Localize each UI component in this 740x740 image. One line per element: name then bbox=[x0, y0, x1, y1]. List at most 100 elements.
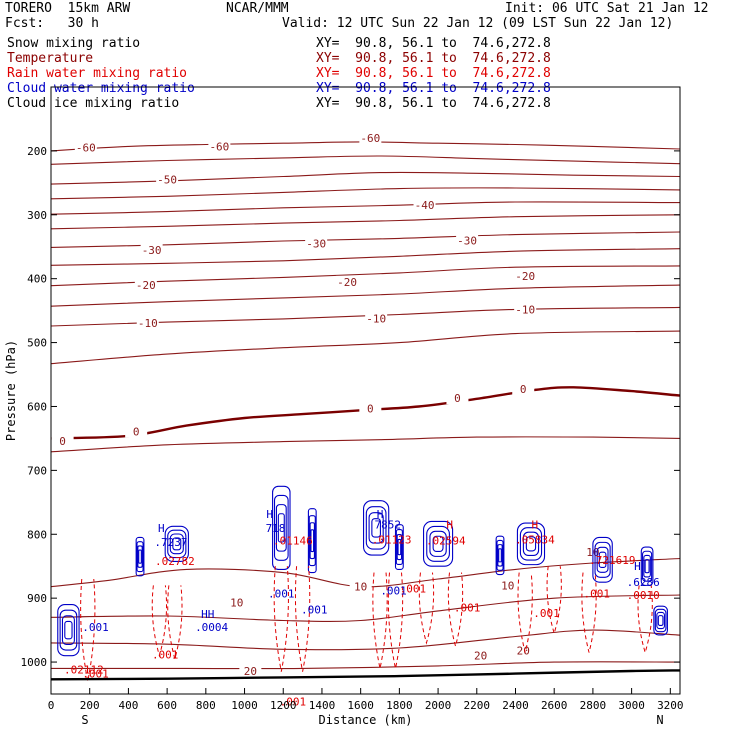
cloud-water-contour bbox=[653, 605, 668, 636]
cloud-water-contour bbox=[363, 500, 390, 556]
field-annotation: .001 bbox=[152, 648, 179, 661]
isotherm-label: -20 bbox=[337, 276, 357, 289]
cloud-water-contour bbox=[277, 513, 285, 543]
cloud-water-contour bbox=[397, 538, 402, 556]
field-label-temperature: Temperature bbox=[7, 51, 94, 66]
isotherm-label-bg bbox=[305, 237, 328, 250]
isotherm-line bbox=[50, 214, 681, 230]
isotherm-line bbox=[50, 155, 681, 165]
rain-contour bbox=[581, 572, 597, 653]
isotherm-label: -50 bbox=[157, 174, 177, 187]
field-label-rain: Rain water mixing ratio bbox=[7, 66, 188, 81]
isotherm-label: -60 bbox=[76, 142, 96, 155]
field-annotation: H bbox=[158, 522, 165, 535]
isotherm-label-bg bbox=[156, 173, 179, 186]
cloud-water-contour bbox=[394, 524, 404, 570]
x-tick-label: 1200 bbox=[270, 699, 297, 712]
x-tick-label: 400 bbox=[118, 699, 138, 712]
ground-line bbox=[50, 669, 681, 681]
isotherm-line bbox=[50, 265, 681, 287]
rain-contour bbox=[294, 566, 311, 672]
cloud-water-contour bbox=[365, 506, 387, 550]
rain-contour bbox=[151, 585, 167, 658]
cloud-water-contour bbox=[522, 531, 540, 557]
field-annotation: 7852 bbox=[375, 519, 402, 532]
isotherm-label: 10 bbox=[501, 579, 514, 592]
field-annotation: .01146 bbox=[273, 535, 313, 548]
isotherm-label: -30 bbox=[142, 244, 162, 257]
cloud-water-contour bbox=[498, 548, 502, 563]
x-tick-label: 1400 bbox=[309, 699, 336, 712]
y-tick-label: 500 bbox=[27, 337, 47, 350]
field-annotation: .001 bbox=[82, 668, 109, 681]
cloud-water-contour bbox=[642, 550, 653, 582]
cloud-water-contour bbox=[164, 525, 189, 562]
rain-contour bbox=[447, 572, 464, 648]
x-end-label-left: S bbox=[81, 713, 88, 727]
field-annotation: .0004 bbox=[195, 621, 228, 634]
field-xy-cloud-ice: XY= 90.8, 56.1 to 74.6,272.8 bbox=[316, 96, 551, 111]
field-annotation: .02112 bbox=[64, 664, 104, 677]
cloud-water-contour bbox=[657, 615, 664, 626]
cloud-water-contour bbox=[167, 529, 187, 559]
field-annotation: .02782 bbox=[155, 555, 195, 568]
x-tick-label: 800 bbox=[196, 699, 216, 712]
isotherm-label: 10 bbox=[230, 597, 243, 610]
y-tick-label: 300 bbox=[27, 209, 47, 222]
isotherm-label: -60 bbox=[209, 140, 229, 153]
field-annotation: H bbox=[377, 508, 384, 521]
cloud-water-contour bbox=[136, 541, 144, 573]
field-label-snow: Snow mixing ratio bbox=[7, 36, 141, 51]
cloud-water-contour bbox=[368, 512, 384, 544]
cloud-water-contour bbox=[309, 522, 315, 560]
cloud-water-contour bbox=[644, 559, 650, 574]
cloud-water-contour bbox=[496, 539, 504, 571]
x-tick-label: 1000 bbox=[231, 699, 258, 712]
rain-contour bbox=[546, 566, 562, 636]
isotherm-label-bg bbox=[469, 649, 492, 662]
x-tick-label: 3200 bbox=[657, 699, 684, 712]
isotherm-line bbox=[50, 248, 681, 266]
isotherm-label: 0 bbox=[133, 425, 140, 438]
cloud-water-contour bbox=[57, 603, 80, 657]
rain-water-contours bbox=[80, 566, 653, 682]
isotherm-label-bg bbox=[359, 402, 382, 415]
isotherm-label: -20 bbox=[136, 279, 156, 292]
cloud-water-contour bbox=[643, 554, 651, 578]
isotherm-label: -30 bbox=[457, 234, 477, 247]
field-annotation: H bbox=[532, 519, 539, 532]
isotherm-label-bg bbox=[239, 664, 262, 677]
field-annotation: .01123 bbox=[372, 533, 412, 546]
cloud-water-contour bbox=[519, 527, 543, 561]
isotherm-label: -10 bbox=[515, 303, 535, 316]
isotherm-label: -20 bbox=[515, 270, 535, 283]
field-annotation: .6286 bbox=[627, 576, 660, 589]
isotherm-line bbox=[50, 594, 681, 622]
cloud-water-contour bbox=[396, 533, 403, 561]
cloud-water-contour bbox=[310, 529, 315, 553]
isotherm-line bbox=[50, 284, 681, 307]
rain-contour bbox=[273, 566, 289, 672]
cloud-water-contour bbox=[169, 533, 184, 555]
cloud-water-contour bbox=[275, 504, 287, 552]
rain-contour bbox=[517, 572, 533, 653]
cloud-water-contour bbox=[654, 608, 667, 633]
isotherm-label-bg bbox=[349, 580, 372, 593]
x-tick-label: 200 bbox=[80, 699, 100, 712]
isotherm-label: 10 bbox=[354, 581, 367, 594]
cloud-water-contour bbox=[516, 522, 546, 566]
field-annotation: 718 bbox=[266, 522, 286, 535]
field-annotation: .001 bbox=[268, 588, 295, 601]
rain-contour bbox=[167, 585, 183, 661]
y-tick-label: 700 bbox=[27, 464, 47, 477]
field-annotation: .001 bbox=[301, 604, 328, 617]
forecast-hour: Fcst: 30 h bbox=[5, 16, 99, 31]
field-xy-cloud-water: XY= 90.8, 56.1 to 74.6,272.8 bbox=[316, 81, 551, 96]
cloud-water-contour bbox=[59, 609, 78, 651]
isotherm-label-bg bbox=[134, 279, 157, 292]
cloud-water-contour bbox=[423, 520, 454, 567]
valid-time: Valid: 12 UTC Sun 22 Jan 12 (09 LST Sun … bbox=[282, 16, 674, 31]
isotherm-label-bg bbox=[446, 392, 469, 405]
isotherm-label-bg bbox=[413, 199, 436, 212]
cloud-water-contour bbox=[273, 494, 289, 561]
